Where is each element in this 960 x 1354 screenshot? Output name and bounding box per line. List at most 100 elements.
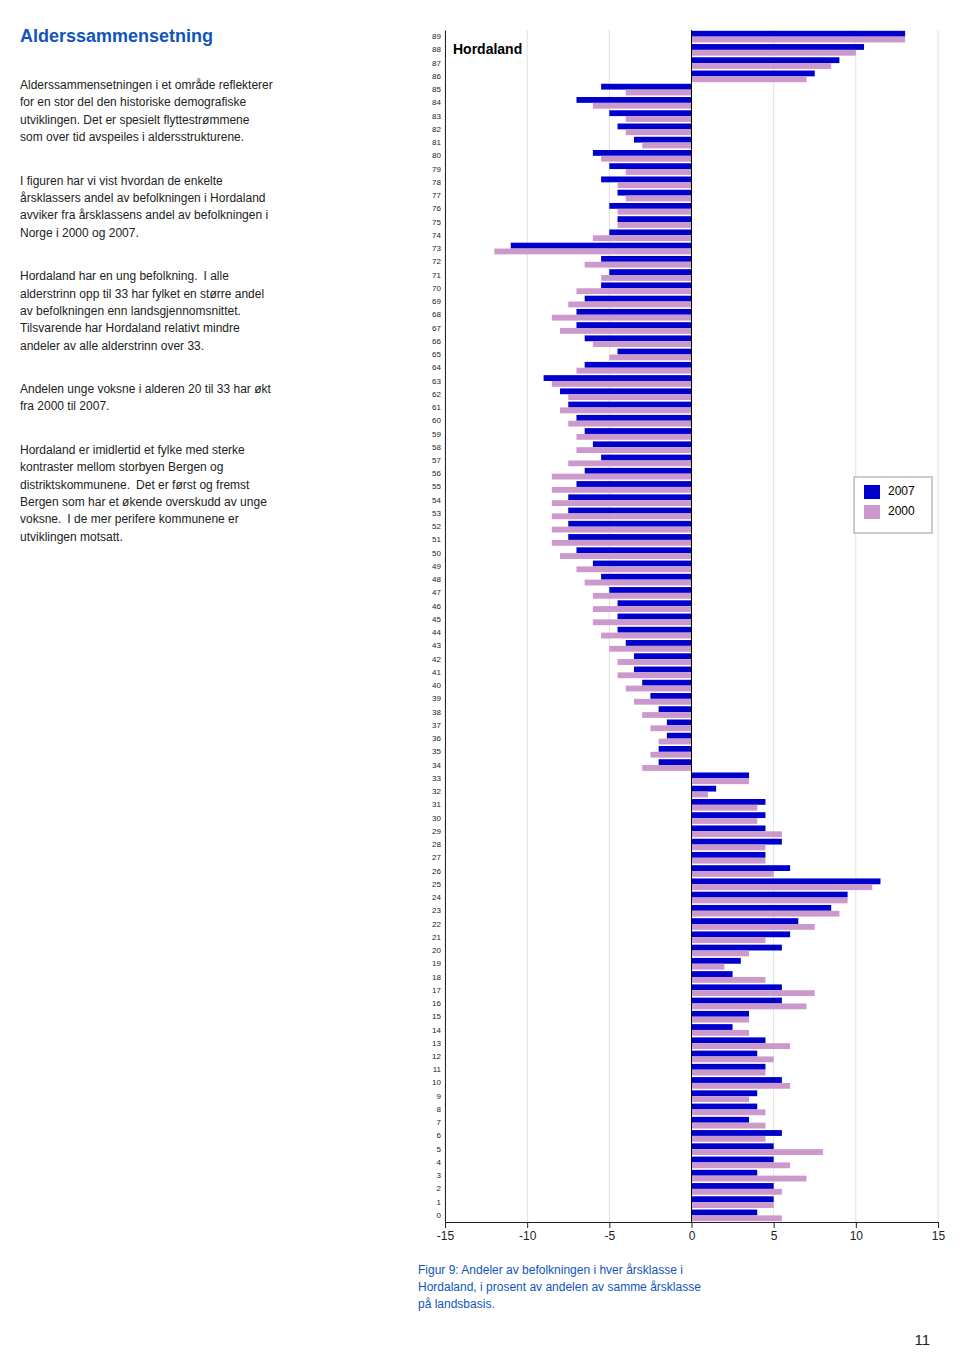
bar xyxy=(576,447,691,453)
bar xyxy=(552,540,692,546)
y-tick: 68 xyxy=(432,310,445,319)
y-tick: 53 xyxy=(432,509,445,518)
x-tick-mark xyxy=(774,1222,775,1228)
bar xyxy=(659,706,692,712)
bar xyxy=(692,905,832,911)
bar xyxy=(593,619,692,625)
y-tick-label: 50 xyxy=(432,549,441,558)
bar xyxy=(618,614,692,620)
y-tick: 9 xyxy=(437,1092,445,1101)
body-paragraph: Alderssammensetningen i et område reflek… xyxy=(20,77,400,147)
bar xyxy=(692,971,733,977)
y-tick-label: 4 xyxy=(437,1158,442,1167)
y-tick-label: 51 xyxy=(432,535,441,544)
bar xyxy=(552,381,692,387)
bar xyxy=(576,97,691,103)
bar xyxy=(576,288,691,294)
y-tick: 28 xyxy=(432,840,445,849)
bar xyxy=(609,229,691,235)
y-tick-label: 78 xyxy=(432,178,441,187)
y-tick: 7 xyxy=(437,1118,445,1127)
y-tick: 67 xyxy=(432,324,445,333)
y-tick-label: 28 xyxy=(432,840,441,849)
y-tick: 55 xyxy=(432,482,445,491)
y-tick: 86 xyxy=(432,72,445,81)
x-tick-label: -15 xyxy=(437,1229,455,1243)
y-tick-label: 5 xyxy=(437,1145,442,1154)
bar xyxy=(692,792,708,798)
y-tick: 72 xyxy=(432,257,445,266)
bar xyxy=(692,1202,774,1208)
y-tick: 36 xyxy=(432,734,445,743)
page-title: Alderssammensetning xyxy=(20,26,400,47)
body-paragraph: Hordaland har en ung befolkning. I alle … xyxy=(20,268,400,355)
y-tick: 80 xyxy=(432,151,445,160)
bar xyxy=(692,1003,807,1009)
bar xyxy=(692,1123,766,1129)
y-tick: 24 xyxy=(432,893,445,902)
y-tick-label: 30 xyxy=(432,814,441,823)
bar xyxy=(692,852,766,858)
y-tick-label: 14 xyxy=(432,1026,441,1035)
y-tick-label: 84 xyxy=(432,98,441,107)
y-tick-label: 6 xyxy=(437,1131,442,1140)
bar xyxy=(544,375,692,381)
y-tick: 22 xyxy=(432,920,445,929)
legend: 20072000 xyxy=(854,477,932,533)
y-tick-label: 82 xyxy=(432,125,441,134)
y-tick: 63 xyxy=(432,377,445,386)
y-tick: 84 xyxy=(432,98,445,107)
bar xyxy=(692,1043,791,1049)
y-tick-label: 43 xyxy=(432,641,441,650)
bar xyxy=(626,116,692,122)
bar xyxy=(692,1051,758,1057)
y-tick-label: 31 xyxy=(432,800,441,809)
x-tick-mark xyxy=(692,1222,693,1228)
bar xyxy=(692,839,782,845)
bar xyxy=(568,521,691,527)
bar xyxy=(692,878,881,884)
bar xyxy=(585,428,692,434)
bar xyxy=(692,898,848,904)
bar xyxy=(609,269,691,275)
y-tick: 75 xyxy=(432,218,445,227)
y-tick: 62 xyxy=(432,390,445,399)
y-tick-label: 11 xyxy=(433,1065,442,1074)
x-tick-label: 15 xyxy=(932,1229,946,1243)
y-tick: 1 xyxy=(437,1198,445,1207)
bar xyxy=(692,998,782,1004)
y-tick: 21 xyxy=(432,933,445,942)
y-tick: 51 xyxy=(432,535,445,544)
y-tick-label: 49 xyxy=(432,562,441,571)
bar xyxy=(568,508,691,514)
y-tick-label: 34 xyxy=(432,761,441,770)
y-tick: 49 xyxy=(432,562,445,571)
bar xyxy=(618,659,692,665)
bar xyxy=(667,733,692,739)
bar xyxy=(692,871,774,877)
grid-line xyxy=(445,30,446,1222)
bar xyxy=(692,1136,766,1142)
bar xyxy=(692,858,766,864)
y-tick-label: 46 xyxy=(432,602,441,611)
y-tick-label: 29 xyxy=(432,827,441,836)
bar xyxy=(609,110,691,116)
y-tick: 12 xyxy=(432,1052,445,1061)
y-tick: 18 xyxy=(432,973,445,982)
bar xyxy=(692,37,906,43)
x-axis-line xyxy=(446,1223,939,1229)
legend-item: 2007 xyxy=(864,484,915,499)
y-tick: 33 xyxy=(432,774,445,783)
y-tick: 87 xyxy=(432,59,445,68)
bar xyxy=(692,1170,758,1176)
x-tick-label: -10 xyxy=(519,1229,537,1243)
bar xyxy=(618,182,692,188)
y-tick: 23 xyxy=(432,906,445,915)
y-tick: 42 xyxy=(432,655,445,664)
bar xyxy=(692,50,856,56)
y-tick-label: 42 xyxy=(432,655,441,664)
y-tick-label: 27 xyxy=(432,853,441,862)
y-tick: 30 xyxy=(432,814,445,823)
y-tick-label: 85 xyxy=(432,85,441,94)
y-tick: 44 xyxy=(432,628,445,637)
